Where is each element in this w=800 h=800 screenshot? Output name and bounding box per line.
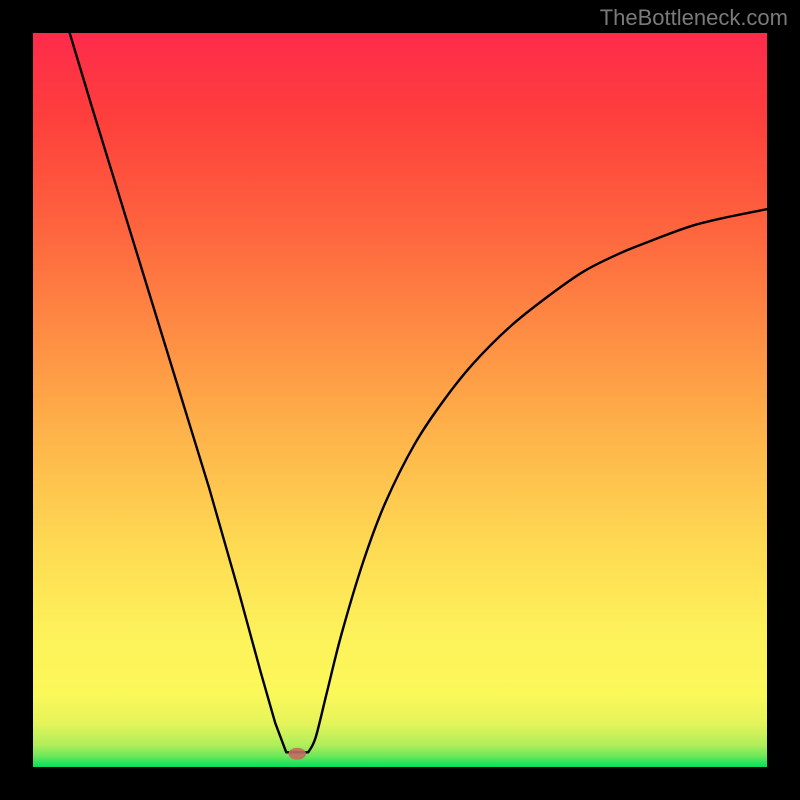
- plot-area: [33, 33, 767, 767]
- trough-marker: [288, 748, 306, 760]
- chart-svg: [33, 33, 767, 767]
- gradient-background: [33, 33, 767, 767]
- watermark-text: TheBottleneck.com: [600, 5, 788, 31]
